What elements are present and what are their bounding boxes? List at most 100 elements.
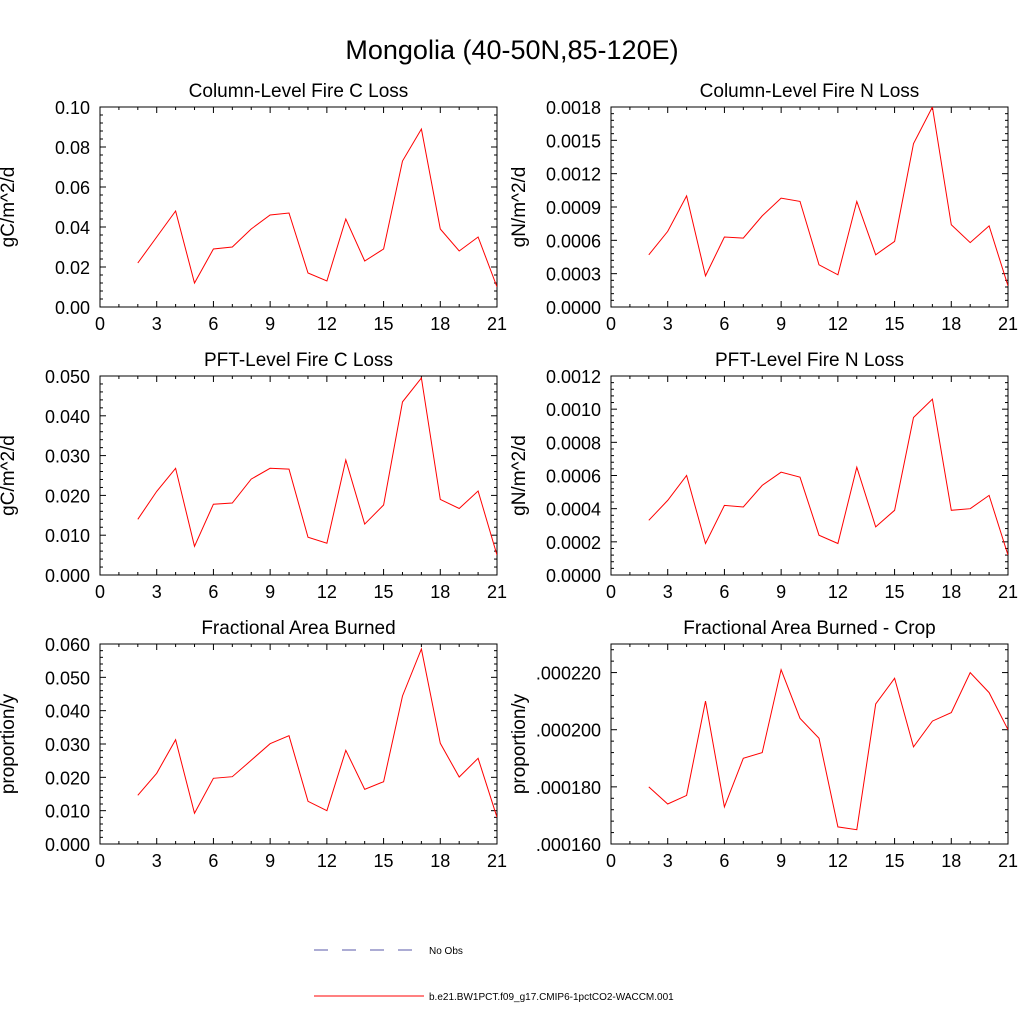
x-tick-label: 9 [265, 314, 275, 334]
y-tick-label: .000180 [536, 778, 601, 798]
y-tick-label: 0.040 [45, 702, 90, 722]
x-tick-label: 9 [265, 851, 275, 871]
x-tick-label: 3 [152, 582, 162, 602]
y-tick-label: 0.000 [45, 835, 90, 855]
y-tick-label: 0.040 [45, 407, 90, 427]
series-line [648, 107, 1008, 287]
x-tick-label: 0 [606, 582, 616, 602]
y-tick-label: 0.00 [55, 298, 90, 318]
y-axis-label: gC/m^2/d [0, 435, 19, 516]
panel-title: Fractional Area Burned - Crop [683, 618, 935, 639]
x-tick-label: 12 [317, 851, 337, 871]
legend: No Obs b.e21.BW1PCT.f09_g17.CMIP6-1pctCO… [314, 946, 674, 1003]
series-line [137, 127, 497, 288]
plot-frame [99, 106, 498, 308]
x-tick-label: 9 [776, 851, 786, 871]
y-tick-label: 0.050 [45, 668, 90, 688]
y-tick-label: 0.010 [45, 802, 90, 822]
y-tick-label: 0.050 [45, 367, 90, 387]
panel-3: 0 3 6 9 12 15 18 21 0.000 0.010 0.020 0.030 0.040 0.0… [0, 350, 507, 602]
x-tick-label: 0 [606, 851, 616, 871]
x-tick-label: 15 [374, 851, 394, 871]
series-line [137, 376, 497, 556]
x-tick-label: 6 [208, 582, 218, 602]
series-line [648, 667, 1008, 831]
y-axis-label: gC/m^2/d [0, 167, 19, 248]
x-tick-label: 0 [95, 851, 105, 871]
y-tick-label: 0.0002 [546, 533, 601, 553]
x-tick-label: 18 [941, 851, 961, 871]
panel-title: PFT-Level Fire N Loss [715, 350, 904, 371]
y-tick-label: 0.0008 [546, 433, 601, 453]
x-tick-label: 18 [430, 851, 450, 871]
y-tick-label: .000200 [536, 721, 601, 741]
y-tick-label: 0.0006 [546, 467, 601, 487]
x-tick-label: 21 [487, 851, 507, 871]
x-tick-label: 9 [776, 582, 786, 602]
y-tick-label: 0.06 [55, 178, 90, 198]
x-tick-label: 12 [317, 582, 337, 602]
y-tick-label: 0.060 [45, 635, 90, 655]
x-tick-label: 6 [719, 314, 729, 334]
y-tick-label: 0.0004 [546, 500, 601, 520]
x-tick-label: 12 [828, 582, 848, 602]
x-tick-label: 15 [374, 582, 394, 602]
y-tick-label: 0.0010 [546, 400, 601, 420]
x-tick-label: 9 [776, 314, 786, 334]
x-tick-label: 6 [719, 582, 729, 602]
plot-frame [99, 375, 498, 576]
y-tick-label: 0.08 [55, 138, 90, 158]
plot-frame [610, 375, 1009, 576]
x-tick-label: 18 [941, 582, 961, 602]
y-tick-label: 0.020 [45, 768, 90, 788]
x-tick-label: 3 [152, 314, 162, 334]
panel-2: 0 3 6 9 12 15 18 21 0.0000 0.0003 0.0006 0.0009 0.00… [509, 81, 1018, 334]
x-tick-label: 0 [95, 582, 105, 602]
x-tick-label: 18 [430, 582, 450, 602]
y-tick-label: .000220 [536, 664, 601, 684]
x-tick-label: 6 [208, 314, 218, 334]
x-tick-label: 15 [885, 314, 905, 334]
y-axis-label: proportion/y [0, 693, 19, 794]
x-tick-label: 3 [663, 314, 673, 334]
panel-title: Column-Level Fire N Loss [700, 81, 920, 102]
panel-4: 0 3 6 9 12 15 18 21 0.0000 0.0002 0.0004 0.0006 0.00… [509, 350, 1018, 602]
x-tick-label: 15 [885, 582, 905, 602]
y-tick-label: .000160 [536, 835, 601, 855]
x-tick-label: 15 [374, 314, 394, 334]
x-tick-label: 0 [95, 314, 105, 334]
y-axis-label: proportion/y [509, 693, 530, 794]
x-tick-label: 21 [487, 582, 507, 602]
series-line [648, 398, 1008, 556]
y-tick-label: 0.0012 [546, 165, 601, 185]
panel-6: 0 3 6 9 12 15 18 21 .000160 .000180 .000200 .000220… [509, 618, 1018, 871]
y-tick-label: 0.000 [45, 566, 90, 586]
x-tick-label: 0 [606, 314, 616, 334]
x-tick-label: 6 [208, 851, 218, 871]
x-tick-label: 18 [430, 314, 450, 334]
x-tick-label: 6 [719, 851, 729, 871]
x-tick-label: 15 [885, 851, 905, 871]
y-tick-label: 0.030 [45, 735, 90, 755]
x-tick-label: 12 [317, 314, 337, 334]
x-tick-label: 3 [663, 582, 673, 602]
y-tick-label: 0.010 [45, 526, 90, 546]
x-tick-label: 21 [998, 582, 1018, 602]
panel-1: 0 3 6 9 12 15 18 21 0.00 0.02 0.04 0.06 0.08 0.10 Colu… [0, 81, 507, 334]
plot-frame [610, 643, 1009, 845]
y-tick-label: 0.020 [45, 486, 90, 506]
figure-title: Mongolia (40-50N,85-120E) [345, 35, 678, 65]
panel-title: PFT-Level Fire C Loss [204, 350, 393, 371]
x-tick-label: 18 [941, 314, 961, 334]
y-tick-label: 0.0009 [546, 198, 601, 218]
panel-title: Fractional Area Burned [201, 618, 395, 639]
plot-frame [99, 643, 498, 845]
y-tick-label: 0.030 [45, 447, 90, 467]
panels: 0 3 6 9 12 15 18 21 0.00 0.02 0.04 0.06 0.08 0.10 Colu… [0, 81, 1018, 871]
y-tick-label: 0.0018 [546, 98, 601, 118]
y-tick-label: 0.0006 [546, 231, 601, 251]
series-line [137, 647, 497, 818]
legend-label-model: b.e21.BW1PCT.f09_g17.CMIP6-1pctCO2-WACCM… [429, 992, 674, 1003]
x-tick-label: 21 [487, 314, 507, 334]
